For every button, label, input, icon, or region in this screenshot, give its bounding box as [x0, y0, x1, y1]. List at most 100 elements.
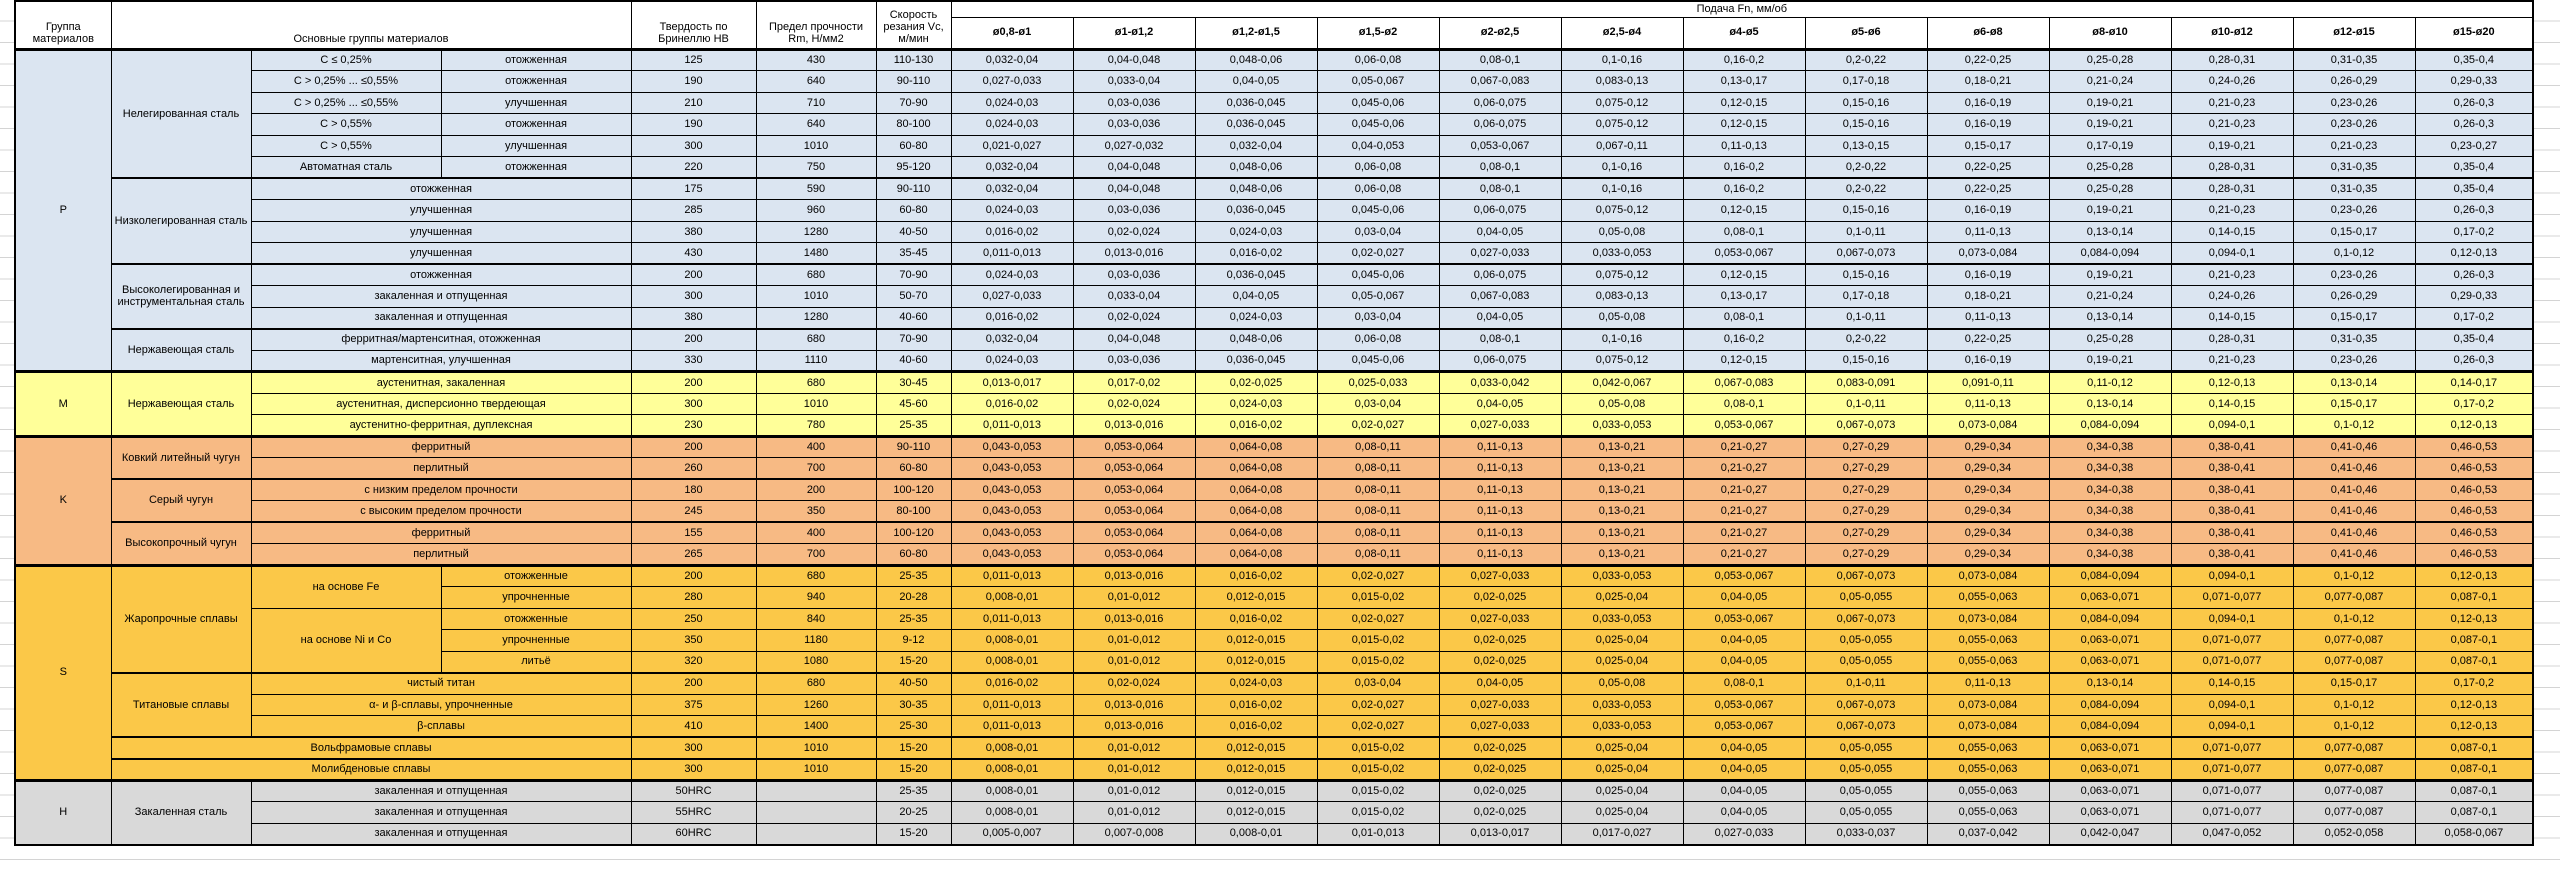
cell-feed-value[interactable]: 0,19-0,21	[2048, 349, 2172, 372]
cell-feed-value[interactable]: 0,17-0,19	[2048, 134, 2172, 157]
cell-material-subtype[interactable]: на основе Ni и Co	[250, 607, 442, 673]
cell-feed-value[interactable]: 0,11-0,13	[1438, 478, 1562, 501]
cell-feed-value[interactable]: 0,013-0,017	[950, 370, 1074, 394]
cell-feed-value[interactable]: 0,31-0,35	[2292, 47, 2416, 71]
cell-feed-value[interactable]: 0,077-0,087	[2292, 629, 2416, 652]
cell-feed-value[interactable]: 0,04-0,05	[1682, 801, 1806, 824]
cell-feed-value[interactable]: 0,016-0,02	[1194, 693, 1318, 716]
cell-feed-value[interactable]: 0,045-0,06	[1316, 199, 1440, 222]
cell-material-subtype[interactable]: C > 0,55%	[250, 134, 442, 157]
header-feed-col-12[interactable]: ø15-ø20	[2414, 16, 2534, 50]
cell-strength[interactable]: 400	[755, 521, 877, 544]
cell-feed-value[interactable]: 0,25-0,28	[2048, 47, 2172, 71]
cell-feed-value[interactable]: 0,084-0,094	[2048, 414, 2172, 437]
cell-feed-value[interactable]: 0,067-0,073	[1804, 693, 1928, 716]
cell-feed-value[interactable]: 0,17-0,18	[1804, 285, 1928, 308]
cell-feed-value[interactable]: 0,17-0,2	[2414, 392, 2534, 415]
cell-feed-value[interactable]: 0,024-0,03	[950, 263, 1074, 286]
cell-feed-value[interactable]: 0,08-0,1	[1438, 156, 1562, 179]
cell-feed-value[interactable]: 0,084-0,094	[2048, 607, 2172, 630]
header-feed-col-7[interactable]: ø5-ø6	[1804, 16, 1928, 50]
cell-feed-value[interactable]: 0,016-0,02	[950, 392, 1074, 415]
cell-feed-value[interactable]: 0,03-0,036	[1072, 263, 1196, 286]
header-feed-col-8[interactable]: ø6-ø8	[1926, 16, 2050, 50]
cell-hardness[interactable]: 320	[630, 650, 757, 673]
cell-feed-value[interactable]: 0,12-0,13	[2170, 370, 2294, 394]
cell-hardness[interactable]: 55HRC	[630, 801, 757, 824]
cell-feed-value[interactable]: 0,18-0,21	[1926, 70, 2050, 93]
cell-cutting-speed[interactable]: 9-12	[875, 629, 952, 652]
cell-feed-value[interactable]: 0,013-0,016	[1072, 563, 1196, 587]
cell-material-state[interactable]: отожженные	[440, 607, 632, 630]
cell-feed-value[interactable]: 0,008-0,01	[950, 736, 1074, 759]
cell-feed-value[interactable]: 0,077-0,087	[2292, 650, 2416, 673]
cell-material-subtype[interactable]: C > 0,55%	[250, 113, 442, 136]
cell-material-state[interactable]: с низким пределом прочности	[250, 478, 632, 501]
cell-feed-value[interactable]: 0,13-0,15	[1804, 134, 1928, 157]
cell-feed-value[interactable]: 0,21-0,23	[2170, 113, 2294, 136]
cell-feed-value[interactable]: 0,13-0,21	[1560, 457, 1684, 480]
cell-hardness[interactable]: 200	[630, 327, 757, 351]
cell-cutting-speed[interactable]: 30-45	[875, 370, 952, 394]
cell-feed-value[interactable]: 0,1-0,11	[1804, 220, 1928, 243]
cell-feed-value[interactable]: 0,04-0,05	[1438, 392, 1562, 415]
cell-feed-value[interactable]: 0,084-0,094	[2048, 693, 2172, 716]
header-feed-col-0[interactable]: ø0,8-ø1	[950, 16, 1074, 50]
cell-feed-value[interactable]: 0,027-0,032	[1072, 134, 1196, 157]
header-feed-col-2[interactable]: ø1,2-ø1,5	[1194, 16, 1318, 50]
cell-feed-value[interactable]: 0,083-0,13	[1560, 285, 1684, 308]
cell-feed-value[interactable]: 0,11-0,13	[1926, 392, 2050, 415]
cell-feed-value[interactable]: 0,01-0,012	[1072, 736, 1196, 759]
cell-strength[interactable]: 640	[755, 70, 877, 93]
cell-feed-value[interactable]: 0,087-0,1	[2414, 778, 2534, 802]
cell-material-state[interactable]: ферритный	[250, 434, 632, 458]
cell-feed-value[interactable]: 0,024-0,03	[1194, 392, 1318, 415]
cell-feed-value[interactable]: 0,016-0,02	[1194, 242, 1318, 265]
cell-feed-value[interactable]: 0,084-0,094	[2048, 242, 2172, 265]
cell-feed-value[interactable]: 0,01-0,012	[1072, 778, 1196, 802]
cell-material-family[interactable]: Нержавеющая сталь	[110, 327, 252, 372]
cell-feed-value[interactable]: 0,055-0,063	[1926, 629, 2050, 652]
cell-feed-value[interactable]: 0,46-0,53	[2414, 457, 2534, 480]
cell-group-code[interactable]: M	[14, 370, 112, 437]
cell-feed-value[interactable]: 0,12-0,15	[1682, 199, 1806, 222]
cell-feed-value[interactable]: 0,027-0,033	[1438, 693, 1562, 716]
cell-hardness[interactable]: 200	[630, 671, 757, 695]
cell-feed-value[interactable]: 0,13-0,17	[1682, 70, 1806, 93]
cell-cutting-speed[interactable]: 40-60	[875, 349, 952, 372]
cell-feed-value[interactable]: 0,043-0,053	[950, 500, 1074, 523]
cell-feed-value[interactable]: 0,036-0,045	[1194, 91, 1318, 114]
cell-hardness[interactable]: 330	[630, 349, 757, 372]
cell-feed-value[interactable]: 0,02-0,024	[1072, 306, 1196, 329]
cell-cutting-speed[interactable]: 90-110	[875, 70, 952, 93]
cell-feed-value[interactable]: 0,055-0,063	[1926, 650, 2050, 673]
cell-feed-value[interactable]: 0,19-0,21	[2048, 263, 2172, 286]
cell-material-state[interactable]: улучшенная	[440, 91, 632, 114]
cell-feed-value[interactable]: 0,1-0,12	[2292, 693, 2416, 716]
cell-feed-value[interactable]: 0,1-0,12	[2292, 414, 2416, 437]
cell-feed-value[interactable]: 0,21-0,23	[2170, 91, 2294, 114]
cell-feed-value[interactable]: 0,28-0,31	[2170, 47, 2294, 71]
cell-feed-value[interactable]: 0,04-0,05	[1682, 586, 1806, 609]
cell-feed-value[interactable]: 0,073-0,084	[1926, 715, 2050, 738]
cell-hardness[interactable]: 410	[630, 715, 757, 738]
cell-cutting-speed[interactable]: 70-90	[875, 91, 952, 114]
cell-material-state[interactable]: закаленная и отпущенная	[250, 801, 632, 824]
cell-feed-value[interactable]: 0,048-0,06	[1194, 327, 1318, 351]
cell-feed-value[interactable]: 0,04-0,05	[1682, 757, 1806, 781]
cell-feed-value[interactable]: 0,02-0,027	[1316, 563, 1440, 587]
cell-material-state[interactable]: α- и β-сплавы, упрочненные	[250, 693, 632, 716]
cell-feed-value[interactable]: 0,15-0,17	[2292, 306, 2416, 329]
cell-feed-value[interactable]: 0,067-0,073	[1804, 242, 1928, 265]
cell-feed-value[interactable]: 0,043-0,053	[950, 478, 1074, 501]
cell-feed-value[interactable]: 0,025-0,04	[1560, 629, 1684, 652]
cell-feed-value[interactable]: 0,14-0,15	[2170, 220, 2294, 243]
header-feed-col-9[interactable]: ø8-ø10	[2048, 16, 2172, 50]
cell-feed-value[interactable]: 0,012-0,015	[1194, 778, 1318, 802]
cell-feed-value[interactable]: 0,071-0,077	[2170, 736, 2294, 759]
cell-feed-value[interactable]: 0,23-0,26	[2292, 113, 2416, 136]
cell-hardness[interactable]: 230	[630, 414, 757, 437]
cell-feed-value[interactable]: 0,29-0,33	[2414, 285, 2534, 308]
cell-material-state[interactable]: аустенитно-ферритная, дуплексная	[250, 414, 632, 437]
cell-feed-value[interactable]: 0,23-0,26	[2292, 91, 2416, 114]
